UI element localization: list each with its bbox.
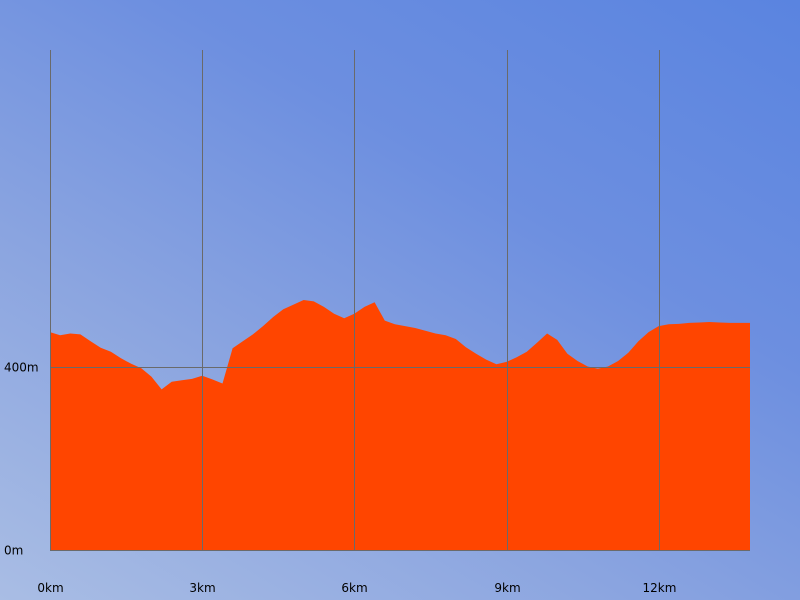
x-tick-label-3: 9km <box>494 581 520 595</box>
axis-labels: 0km 3km 6km 9km 12km 0m 400m <box>4 361 676 596</box>
x-tick-label-0: 0km <box>37 581 63 595</box>
x-tick-label-4: 12km <box>643 581 677 595</box>
x-tick-label-1: 3km <box>189 581 215 595</box>
y-tick-label-0: 0m <box>4 544 23 558</box>
plot-area-fill <box>50 300 750 550</box>
chart-grid <box>50 50 750 551</box>
x-tick-label-2: 6km <box>341 581 367 595</box>
elevation-area <box>50 300 750 550</box>
y-tick-label-1: 400m <box>4 361 39 375</box>
